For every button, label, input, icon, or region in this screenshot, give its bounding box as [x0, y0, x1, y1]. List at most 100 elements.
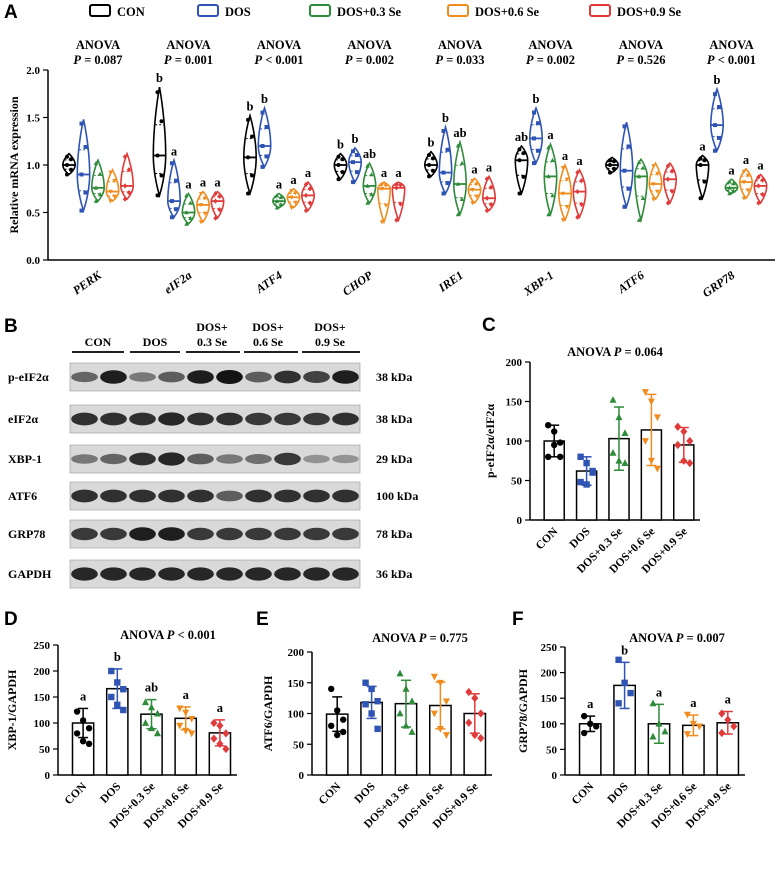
data-point — [640, 165, 646, 170]
data-point — [155, 153, 160, 158]
data-point — [760, 191, 765, 198]
data-point — [651, 197, 656, 202]
data-point — [431, 156, 435, 161]
blot-band — [129, 452, 156, 466]
blot-band — [303, 527, 330, 541]
blot-band — [129, 527, 156, 541]
data-point — [264, 154, 269, 159]
blot-band — [187, 453, 214, 465]
significance-letter: a — [185, 178, 192, 192]
data-point — [536, 121, 540, 126]
data-point — [727, 191, 732, 196]
violin — [557, 162, 573, 222]
p-value: = 0.775 — [426, 631, 468, 645]
data-point — [112, 194, 117, 199]
y-tick-label: 100 — [288, 709, 305, 721]
data-point — [184, 210, 189, 215]
y-tick-label: 200 — [34, 666, 51, 678]
legend-label: DOS+0.6 Se — [475, 5, 540, 19]
p-value: = 0.002 — [353, 53, 395, 67]
violin — [662, 161, 678, 205]
data-point — [713, 92, 717, 97]
data-point — [718, 728, 726, 738]
data-point — [365, 183, 370, 188]
data-point — [557, 439, 564, 446]
data-point — [278, 202, 284, 207]
data-point — [545, 422, 552, 429]
data-point — [702, 158, 707, 163]
data-point — [441, 128, 446, 133]
data-point — [394, 181, 399, 188]
y-tick-label: 150 — [34, 692, 51, 704]
blot-band — [158, 412, 185, 426]
blot-group-header: DOS — [130, 335, 180, 353]
p-symbol: P — [707, 53, 715, 67]
data-point — [471, 693, 479, 703]
data-point — [65, 172, 69, 177]
data-point — [120, 686, 127, 693]
significance-letter: a — [395, 166, 402, 180]
data-point — [289, 205, 294, 211]
panel-label-D: D — [4, 609, 18, 630]
blot-band — [216, 454, 243, 464]
data-point — [198, 191, 204, 197]
blot-group-header: DOS+0.3 Se — [186, 320, 240, 353]
panel-d-chart: 0 50 100 150 200 250 XBP-1/GAPDH ANOVA P < 0.00… — [5, 628, 237, 831]
violin — [452, 139, 468, 217]
blot-band — [274, 412, 301, 426]
data-point — [126, 189, 132, 196]
data-point — [560, 218, 566, 223]
protein-label: GRP78 — [8, 527, 45, 541]
blot-band — [216, 412, 243, 426]
data-point — [153, 709, 162, 717]
data-point — [69, 167, 73, 172]
panel-a-chart: 0.0 0.5 1.0 1.5 2.0 Relative mRNA expression A… — [7, 38, 775, 300]
data-point — [621, 459, 629, 466]
blot-band — [100, 527, 127, 541]
data-point — [108, 693, 115, 701]
chart-title: ANOVA P = 0.064 — [567, 345, 664, 359]
significance-letter: a — [183, 688, 190, 702]
legend-label: DOS+0.3 Se — [337, 5, 402, 19]
p-value-label: P = 0.002 — [526, 53, 575, 67]
significance-letter: a — [381, 166, 388, 180]
data-point — [222, 729, 230, 738]
significance-letter: ab — [145, 681, 158, 695]
data-point — [550, 193, 555, 198]
data-point — [155, 193, 160, 198]
p-value: = 0.001 — [172, 53, 214, 67]
data-point — [546, 145, 551, 150]
x-tick-label: DOS — [353, 781, 378, 806]
legend-item: CON — [89, 4, 145, 19]
p-value: < 0.001 — [715, 53, 757, 67]
blot-band — [332, 412, 359, 426]
data-point — [93, 160, 99, 166]
gene-label: XBP-1 — [520, 268, 556, 299]
data-point — [445, 181, 450, 186]
data-point — [484, 195, 490, 201]
data-point — [93, 185, 99, 190]
bar-group: b DOS — [606, 643, 637, 806]
blot-band — [245, 489, 272, 503]
data-point — [651, 164, 656, 169]
data-point — [334, 731, 341, 739]
significance-letter: a — [690, 696, 697, 710]
data-point — [374, 725, 381, 733]
protein-label: XBP-1 — [8, 452, 42, 466]
data-point — [340, 157, 345, 162]
data-point — [488, 184, 494, 190]
blot-band — [303, 412, 330, 426]
data-point — [665, 163, 671, 169]
x-tick-label: DOS — [98, 781, 123, 806]
blot-band — [158, 452, 185, 466]
chart-title: ANOVA P < 0.001 — [120, 628, 216, 642]
x-tick-label: CON — [63, 780, 90, 807]
blot-band — [71, 412, 98, 426]
data-point — [274, 205, 280, 210]
blot-row: GAPDH 36 kDa — [8, 559, 412, 589]
violin — [195, 190, 211, 224]
data-point — [730, 722, 738, 731]
blot-group-label: DOS — [143, 335, 168, 349]
data-point — [649, 699, 657, 707]
